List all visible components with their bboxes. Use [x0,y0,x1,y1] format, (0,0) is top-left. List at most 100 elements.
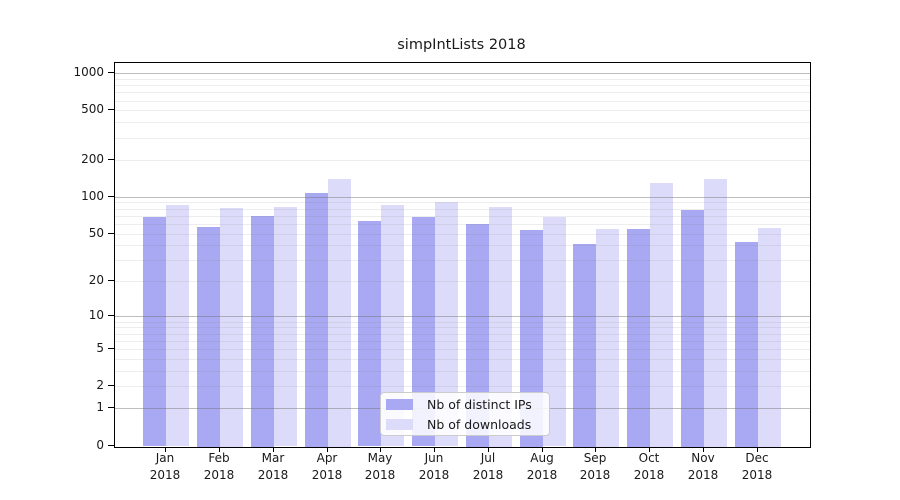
x-tick-mark [542,448,543,452]
x-tick-year: 2018 [311,468,343,482]
bar-downloads-oct [650,183,673,447]
x-tick-label-sep: Sep 2018 [565,450,625,484]
bar-distinct-ips-dec [735,242,758,447]
x-tick-mark [488,448,489,452]
bar-downloads-apr [328,179,351,447]
bar-downloads-sep [596,229,619,447]
x-tick-label-may: May 2018 [350,450,410,484]
x-tick-year: 2018 [149,468,181,482]
y-tick-mark [108,72,114,73]
y-tick-label: 1 [96,400,104,414]
y-tick-label: 200 [81,152,104,166]
y-tick-mark [108,280,114,281]
bar-downloads-aug [543,217,566,446]
y-tick-label: 1000 [73,65,104,79]
bar-downloads-jun [435,202,458,446]
y-tick-label: 20 [88,273,104,287]
bar-distinct-ips-apr [305,193,328,447]
x-tick-year: 2018 [257,468,289,482]
bar-downloads-dec [758,228,781,447]
x-tick-mark [649,448,650,452]
y-tick-mark [108,348,114,349]
x-tick-label-jun: Jun 2018 [404,450,464,484]
x-tick-mark [595,448,596,452]
y-tick-mark [108,407,114,408]
minor-gridline [115,138,810,139]
legend-label-downloads: Nb of downloads [427,416,532,432]
y-tick-mark [108,109,114,110]
x-tick-year: 2018 [364,468,396,482]
y-tick-label: 100 [81,189,104,203]
y-tick-mark [108,233,114,234]
x-tick-mark [165,448,166,452]
bar-distinct-ips-jan [143,217,166,446]
x-tick-mark [380,448,381,452]
bar-downloads-may [381,205,404,446]
bar-distinct-ips-sep [573,244,596,447]
bar-distinct-ips-mar [251,216,274,447]
y-tick-mark [108,196,114,197]
bar-distinct-ips-nov [681,210,704,447]
legend-swatch-downloads [386,418,413,430]
x-tick-mark [219,448,220,452]
x-tick-mark [434,448,435,452]
x-tick-mark [327,448,328,452]
x-tick-year: 2018 [526,468,558,482]
minor-gridline [115,79,810,80]
y-tick-mark [108,385,114,386]
x-tick-year: 2018 [579,468,611,482]
x-tick-year: 2018 [472,468,504,482]
y-tick-label: 2 [96,378,104,392]
chart-title: simpIntLists 2018 [397,37,526,53]
bar-distinct-ips-jun [412,217,435,446]
x-tick-label-aug: Aug 2018 [512,450,572,484]
x-tick-label-dec: Dec 2018 [727,450,787,484]
minor-gridline [115,101,810,102]
bar-downloads-jul [489,207,512,447]
bar-downloads-mar [274,207,297,446]
legend-label-distinct-ips: Nb of distinct IPs [427,396,532,412]
legend-swatch-distinct-ips [386,398,413,410]
x-tick-mark [273,448,274,452]
x-tick-label-jan: Jan 2018 [135,450,195,484]
minor-gridline [115,160,810,161]
x-tick-mark [703,448,704,452]
x-tick-label-feb: Feb 2018 [189,450,249,484]
x-tick-label-jul: Jul 2018 [458,450,518,484]
x-tick-label-mar: Mar 2018 [243,450,303,484]
minor-gridline [115,110,810,111]
legend: Nb of distinct IPs Nb of downloads [380,392,550,436]
bar-distinct-ips-feb [197,227,220,447]
plot-area: Nb of distinct IPs Nb of downloads [114,62,811,448]
bar-distinct-ips-oct [627,229,650,447]
bar-distinct-ips-may [358,221,381,446]
x-tick-label-oct: Oct 2018 [619,450,679,484]
x-tick-year: 2018 [418,468,450,482]
bar-downloads-feb [220,208,243,447]
bar-downloads-nov [704,179,727,447]
y-tick-label: 10 [88,308,104,322]
x-tick-year: 2018 [741,468,773,482]
x-tick-year: 2018 [203,468,235,482]
y-tick-mark [108,445,114,446]
y-tick-label: 5 [96,341,104,355]
y-tick-mark [108,159,114,160]
legend-row-downloads: Nb of downloads [386,417,541,432]
y-tick-label: 0 [96,438,104,452]
bar-downloads-jan [166,205,189,446]
y-tick-label: 50 [88,226,104,240]
x-tick-year: 2018 [633,468,665,482]
minor-gridline [115,85,810,86]
minor-gridline [115,92,810,93]
legend-row-distinct-ips: Nb of distinct IPs [386,397,541,412]
x-tick-year: 2018 [687,468,719,482]
x-tick-mark [757,448,758,452]
y-tick-mark [108,315,114,316]
y-tick-label: 500 [81,102,104,116]
bar-distinct-ips-jul [466,224,489,447]
major-gridline [115,73,810,74]
x-tick-label-nov: Nov 2018 [673,450,733,484]
minor-gridline [115,122,810,123]
x-tick-label-apr: Apr 2018 [297,450,357,484]
